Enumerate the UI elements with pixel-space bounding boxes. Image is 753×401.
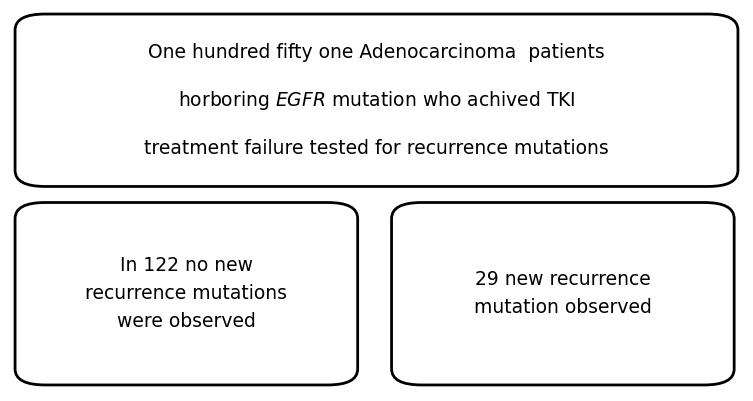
Text: 29 new recurrence
mutation observed: 29 new recurrence mutation observed: [474, 270, 652, 317]
Text: One hundred fifty one Adenocarcinoma  patients: One hundred fifty one Adenocarcinoma pat…: [148, 43, 605, 62]
FancyBboxPatch shape: [15, 14, 738, 186]
FancyBboxPatch shape: [15, 203, 358, 385]
FancyBboxPatch shape: [392, 203, 734, 385]
Text: horboring $\it{EGFR}$ mutation who achived TKI: horboring $\it{EGFR}$ mutation who achiv…: [178, 89, 575, 112]
Text: treatment failure tested for recurrence mutations: treatment failure tested for recurrence …: [144, 139, 609, 158]
Text: In 122 no new
recurrence mutations
were observed: In 122 no new recurrence mutations were …: [85, 256, 288, 331]
